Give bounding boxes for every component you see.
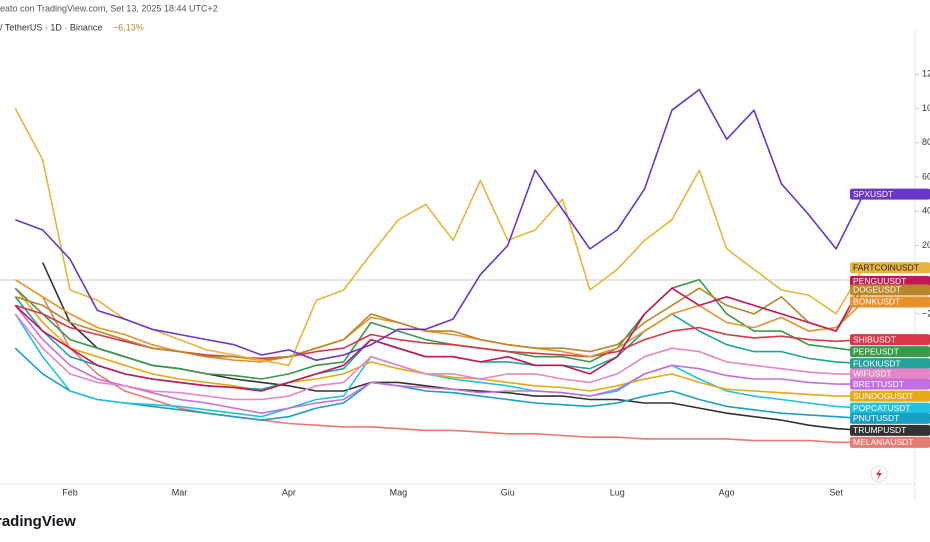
tag-label: SHIBUSDT [853, 334, 896, 344]
change: −6,13% [113, 22, 144, 32]
series-tag: FLOKIUSDT [850, 358, 930, 370]
y-tick-label: 100.00% [922, 103, 930, 113]
x-tick-label: Mag [390, 487, 408, 497]
series-line [14, 347, 864, 421]
y-tick-label: 120.00% [922, 69, 930, 79]
y-tick-label: −20.00% [922, 308, 930, 318]
tag-box [850, 334, 930, 346]
series-line [41, 296, 864, 444]
tag-label: TRUMPUSDT [853, 425, 906, 435]
tag-label: SUNDOGUSDT [853, 391, 913, 401]
series-tag: SUNDOGUSDT [850, 390, 930, 402]
tag-label: POPCATUSDT [853, 403, 910, 413]
series-line [14, 278, 864, 380]
series-line [14, 313, 864, 418]
tag-label: WIFUSDT [853, 369, 892, 379]
x-tick-label: Feb [62, 487, 78, 497]
tag-label: FLOKIUSDT [853, 358, 901, 368]
series-tag: POPCATUSDT [850, 402, 930, 414]
x-tick-label: Set [829, 487, 843, 497]
series-tag: PEPEUSDT [850, 346, 930, 358]
tag-box [850, 436, 930, 448]
series-line [14, 304, 864, 414]
tag-box [850, 390, 930, 402]
tag-box [850, 284, 930, 296]
series-line [14, 313, 864, 401]
tag-box [850, 262, 930, 274]
x-tick-label: Apr [282, 487, 296, 497]
series-tag: BRETTUSDT [850, 378, 930, 390]
x-tick-label: Mar [172, 487, 188, 497]
tag-label: FARTCOINUSDT [853, 262, 919, 272]
brand: radingView [0, 513, 76, 530]
series-tag: MELANIAUSDT [850, 436, 930, 448]
tag-box [850, 424, 930, 436]
tag-label: PNUTUSDT [853, 413, 899, 423]
y-tick-label: 80.00% [922, 137, 930, 147]
y-tick-label: 40.00% [922, 206, 930, 216]
series-line [15, 287, 865, 361]
tag-label: BRETTUSDT [853, 379, 904, 389]
x-tick-label: Ago [719, 487, 735, 497]
tag-label: DOGEUSDT [853, 285, 901, 295]
series-line [15, 88, 865, 361]
series-line [14, 287, 864, 397]
series-line [14, 281, 865, 392]
series-line [14, 108, 865, 367]
series-tag: FARTCOINUSDT [850, 262, 930, 274]
series-line [14, 279, 865, 363]
x-tick-label: Lug [610, 487, 625, 497]
tag-box [850, 378, 930, 390]
tag-label: PEPEUSDT [853, 346, 899, 356]
series-tag: TRUMPUSDT [850, 424, 930, 436]
series-tag: WIFUSDT [850, 368, 930, 380]
tag-box [850, 402, 930, 414]
tag-label: BONKUSDT [853, 297, 900, 307]
y-tick-label: 20.00% [922, 240, 930, 250]
tag-box [850, 188, 930, 200]
series-tag: SPXUSDT [850, 188, 930, 200]
tag-box [850, 275, 930, 287]
lightning-icon [876, 468, 882, 480]
series-tag: BONKUSDT [850, 296, 930, 308]
series-tag: DOGEUSDT [850, 284, 930, 296]
symbol: / TetherUS · 1D · Binance [0, 22, 102, 32]
credit: eato con TradingView.com, Set 13, 2025 1… [0, 3, 218, 13]
series-tag: PNUTUSDT [850, 412, 930, 424]
series-tag: SHIBUSDT [850, 334, 930, 346]
tag-box [850, 296, 930, 308]
tag-box [850, 412, 930, 424]
tag-box [850, 358, 930, 370]
y-tick-label: 60.00% [922, 171, 930, 181]
tag-label: MELANIAUSDT [853, 437, 913, 447]
x-tick-label: Giu [501, 487, 515, 497]
tag-box [850, 346, 930, 358]
tag-label: PENGUUSDT [853, 276, 906, 286]
series-tag: PENGUUSDT [850, 275, 930, 287]
tag-box [850, 368, 930, 380]
tag-label: SPXUSDT [853, 189, 893, 199]
